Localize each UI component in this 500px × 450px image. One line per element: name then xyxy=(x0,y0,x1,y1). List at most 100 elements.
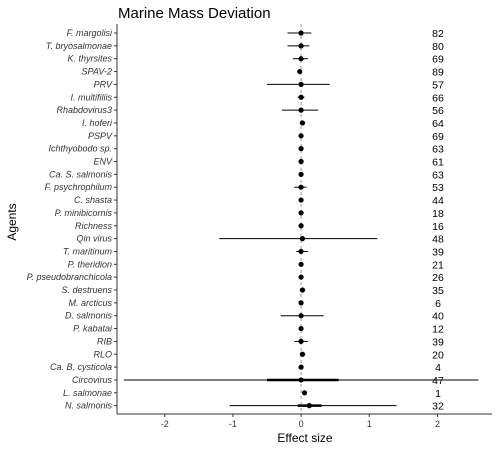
point-estimate xyxy=(298,30,304,36)
agent-label: Rhabdovirus3 xyxy=(56,105,112,115)
plot-area: F. margolisi 82 T. bryosalmonae 80 K. thyrsi… xyxy=(27,24,479,429)
point-estimate xyxy=(297,68,303,75)
agent-label: I. multifiliis xyxy=(70,92,112,102)
x-tick-label: 2 xyxy=(435,419,440,429)
agent-label: PSPV xyxy=(88,131,113,141)
agent-label: P. minibicornis xyxy=(55,208,113,218)
sample-count: 39 xyxy=(432,246,444,258)
agent-label: ENV xyxy=(93,157,113,167)
point-estimate xyxy=(298,210,304,216)
agent-label: N. salmonis xyxy=(65,401,113,411)
agent-label: Ichthyobodo sp. xyxy=(48,144,112,154)
agent-label: C. shasta xyxy=(74,195,112,205)
sample-count: 39 xyxy=(432,336,444,348)
agent-label: F. psychrophilum xyxy=(45,182,113,192)
point-estimate xyxy=(298,248,304,255)
agent-label: Ca. B. cysticola xyxy=(50,362,112,372)
sample-count: 35 xyxy=(432,285,444,297)
sample-count: 80 xyxy=(432,41,444,53)
agent-label: I. hoferi xyxy=(82,118,113,128)
point-estimate xyxy=(299,120,306,126)
sample-count: 64 xyxy=(432,118,444,130)
agent-label: Richness xyxy=(75,221,113,231)
sample-count: 53 xyxy=(432,182,444,194)
sample-count: 32 xyxy=(432,401,444,413)
point-estimate xyxy=(299,287,306,293)
point-estimate xyxy=(298,81,304,87)
agent-label: F. margolisi xyxy=(67,28,113,38)
agent-label: SPAV-2 xyxy=(81,67,112,77)
point-estimate xyxy=(298,377,304,383)
point-estimate xyxy=(298,94,304,100)
x-tick-label: -1 xyxy=(229,419,237,429)
sample-count: 61 xyxy=(432,157,444,169)
point-estimate xyxy=(298,133,304,139)
sample-count: 20 xyxy=(432,349,444,361)
sample-count: 47 xyxy=(432,375,444,387)
agent-label: PRV xyxy=(94,79,113,89)
point-estimate xyxy=(298,338,304,344)
sample-count: 48 xyxy=(432,234,444,246)
point-estimate xyxy=(298,325,304,332)
sample-count: 16 xyxy=(432,221,444,233)
sample-count: 40 xyxy=(432,311,444,323)
agent-label: D. salmonis xyxy=(65,311,113,321)
point-estimate xyxy=(298,171,304,177)
agent-label: K. thyrsites xyxy=(67,54,112,64)
x-axis-title: Effect size xyxy=(277,431,332,445)
point-estimate xyxy=(298,107,304,113)
point-estimate xyxy=(298,43,304,49)
agent-label: M. arcticus xyxy=(68,298,112,308)
sample-count: 26 xyxy=(432,272,444,284)
sample-count: 4 xyxy=(435,362,441,374)
point-estimate xyxy=(298,158,304,165)
sample-count: 66 xyxy=(432,92,444,104)
agent-label: P. theridion xyxy=(68,259,112,269)
point-estimate xyxy=(299,351,306,357)
agent-label: RIB xyxy=(97,336,112,346)
sample-count: 12 xyxy=(432,324,444,336)
agent-label: T. maritinum xyxy=(63,246,113,256)
sample-count: 69 xyxy=(432,54,444,66)
y-axis-title: Agents xyxy=(5,203,19,240)
point-estimate xyxy=(298,197,304,203)
point-estimate xyxy=(298,261,304,267)
point-estimate xyxy=(299,236,306,242)
point-estimate xyxy=(298,300,304,306)
sample-count: 21 xyxy=(432,259,444,271)
point-estimate xyxy=(306,403,312,409)
sample-count: 63 xyxy=(432,144,444,156)
agent-label: P. pseudobranchicola xyxy=(27,272,112,282)
agent-label: Ca. S. salmonis xyxy=(49,169,113,179)
agent-label: T. bryosalmonae xyxy=(46,41,112,51)
agent-label: Circovirus xyxy=(72,375,113,385)
agent-label: RLO xyxy=(93,349,112,359)
sample-count: 63 xyxy=(432,169,444,181)
sample-count: 56 xyxy=(432,105,444,117)
chart-title: Marine Mass Deviation xyxy=(118,5,271,22)
sample-count: 1 xyxy=(435,388,441,400)
x-tick-label: 1 xyxy=(367,419,372,429)
sample-count: 18 xyxy=(432,208,444,220)
sample-count: 82 xyxy=(432,28,444,40)
sample-count: 57 xyxy=(432,79,444,91)
point-estimate xyxy=(298,274,304,280)
point-estimate xyxy=(298,223,304,229)
point-estimate xyxy=(301,390,308,396)
agent-label: P. kabatai xyxy=(73,324,113,334)
point-estimate xyxy=(298,364,304,370)
agent-label: S. destruens xyxy=(61,285,112,295)
point-estimate xyxy=(298,313,304,319)
point-estimate xyxy=(298,146,304,152)
sample-count: 89 xyxy=(432,67,444,79)
point-estimate xyxy=(298,184,304,190)
sample-count: 69 xyxy=(432,131,444,143)
agent-label: L. salmonae xyxy=(63,388,112,398)
x-tick-label: 0 xyxy=(299,419,304,429)
point-estimate xyxy=(298,56,304,62)
sample-count: 44 xyxy=(432,195,444,207)
x-tick-label: -2 xyxy=(161,419,169,429)
sample-count: 6 xyxy=(435,298,441,310)
agent-label: Qin virus xyxy=(76,234,112,244)
